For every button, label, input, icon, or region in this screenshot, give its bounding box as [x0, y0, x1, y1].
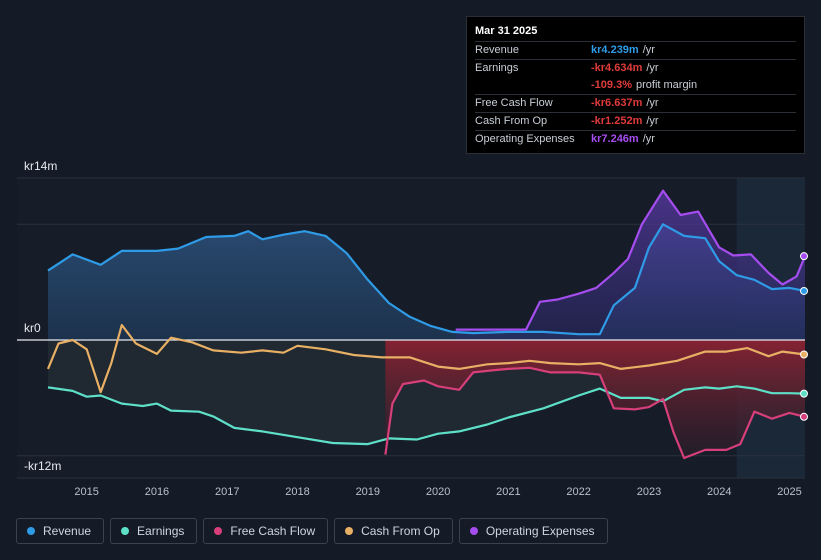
x-tick-label: 2016	[145, 486, 169, 498]
tooltip-row-label: Earnings	[475, 62, 519, 74]
tooltip-row-label: Cash From Op	[475, 115, 548, 127]
cfo-line	[46, 323, 806, 394]
tooltip-row-label: Revenue	[475, 44, 520, 56]
legend-label: Free Cash Flow	[230, 524, 316, 538]
tooltip-row-unit: /yr	[642, 44, 655, 56]
fcf-end-marker	[800, 412, 808, 421]
tooltip-row-value: -kr1.252m	[591, 115, 643, 127]
opex-line	[455, 189, 807, 331]
legend-item-free-cash-flow[interactable]: Free Cash Flow	[203, 518, 329, 544]
revenue-end-marker	[800, 286, 808, 295]
tooltip-row: -109.3% profit margin	[475, 77, 796, 94]
x-tick-label: 2021	[496, 486, 520, 498]
x-tick-label: 2024	[707, 486, 731, 498]
tooltip-row-unit: /yr	[646, 115, 659, 127]
tooltip-row: Revenue kr4.239m/yr	[475, 41, 796, 59]
x-tick-label: 2017	[215, 486, 239, 498]
tooltip-row-value: -kr4.634m	[591, 62, 643, 74]
tooltip-row-value: kr4.239m	[591, 44, 639, 56]
tooltip-row: Cash From Op -kr1.252m/yr	[475, 112, 796, 130]
x-tick-label: 2025	[777, 486, 801, 498]
legend-dot-icon	[469, 527, 478, 535]
legend-dot-icon	[345, 527, 354, 535]
opex-end-marker	[800, 252, 808, 261]
legend-dot-icon	[121, 527, 130, 535]
tooltip-row-unit: profit margin	[635, 79, 698, 91]
tooltip-row-value: kr7.246m	[591, 133, 639, 145]
legend-label: Operating Expenses	[485, 524, 595, 538]
x-tick-label: 2022	[566, 486, 590, 498]
x-tick-label: 2015	[74, 486, 98, 498]
earnings-end-marker	[800, 389, 808, 398]
tooltip-row: Earnings -kr4.634m/yr	[475, 59, 796, 77]
tooltip-row: Free Cash Flow -kr6.637m/yr	[475, 94, 796, 112]
y-axis-zero-label: kr0	[24, 321, 41, 335]
tooltip-row-label: Free Cash Flow	[475, 97, 553, 109]
legend-item-earnings[interactable]: Earnings	[110, 518, 198, 544]
tooltip-row-unit: /yr	[646, 97, 659, 109]
legend-item-revenue[interactable]: Revenue	[16, 518, 105, 544]
cfo-end-marker	[800, 350, 808, 359]
legend-label: Cash From Op	[361, 524, 440, 538]
legend-label: Earnings	[137, 524, 185, 538]
y-axis-top-label: kr14m	[24, 159, 58, 173]
tooltip-row-unit: /yr	[642, 133, 655, 145]
tooltip-row-label	[475, 77, 591, 94]
earnings-line	[47, 385, 806, 446]
opex-area	[455, 190, 805, 340]
fcf-line	[384, 366, 806, 460]
x-tick-label: 2020	[426, 486, 450, 498]
chart-legend: Revenue Earnings Free Cash Flow Cash From O…	[16, 518, 608, 544]
legend-item-operating-expenses[interactable]: Operating Expenses	[458, 518, 608, 544]
tooltip-rows: Revenue kr4.239m/yr Earnings -kr4.634m/yr -1…	[475, 41, 796, 148]
tooltip-panel: Mar 31 2025 Revenue kr4.239m/yr Earnings -k…	[466, 16, 805, 154]
tooltip-row-label: Operating Expenses	[475, 133, 575, 145]
legend-dot-icon	[214, 527, 223, 535]
tooltip-row-unit: /yr	[646, 62, 659, 74]
tooltip-row-value: -kr6.637m	[591, 97, 643, 109]
tooltip-row-value: -109.3%	[591, 79, 632, 91]
y-axis-bottom-label: -kr12m	[24, 459, 62, 473]
legend-item-cash-from-op[interactable]: Cash From Op	[334, 518, 453, 544]
x-tick-label: 2019	[356, 486, 380, 498]
legend-label: Revenue	[43, 524, 92, 538]
x-tick-label: 2023	[637, 486, 661, 498]
x-tick-label: 2018	[285, 486, 309, 498]
tooltip-date: Mar 31 2025	[475, 25, 538, 37]
tooltip-row: Operating Expenses kr7.246m/yr	[475, 130, 796, 148]
legend-dot-icon	[27, 527, 35, 535]
revenue-line	[47, 223, 806, 336]
